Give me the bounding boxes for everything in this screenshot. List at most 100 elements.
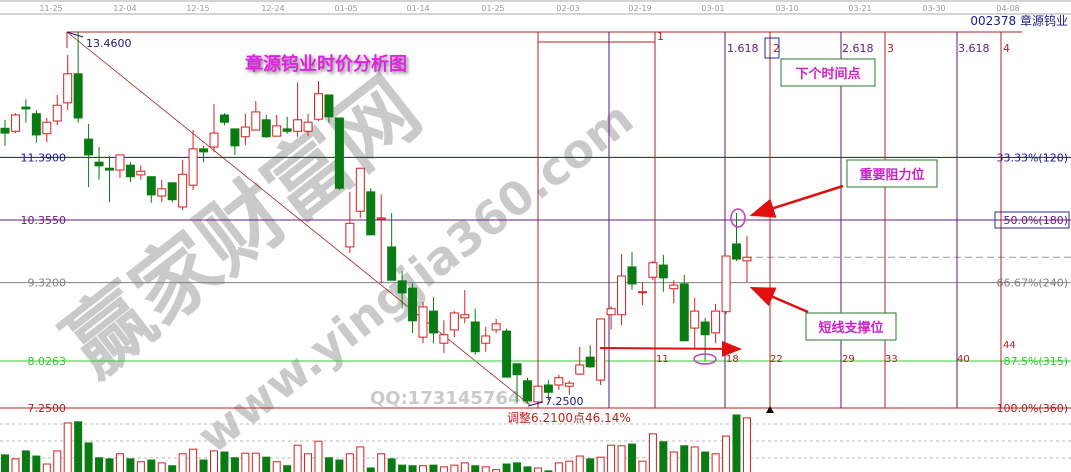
volume-bar xyxy=(450,464,459,472)
volume-bar xyxy=(366,467,375,472)
candle-body xyxy=(21,106,31,110)
fib-2-highlight-box xyxy=(764,37,780,59)
volume-bar xyxy=(314,440,323,472)
volume-bar xyxy=(690,446,699,472)
candle-body xyxy=(314,93,323,120)
percent-level-label: 87.5%(315) xyxy=(1003,355,1068,368)
volume-bar xyxy=(513,462,522,472)
candle-body xyxy=(157,188,167,197)
volume-bar xyxy=(565,460,574,472)
candle-body xyxy=(282,128,292,132)
candle-body xyxy=(742,256,752,262)
x-tick-label: 01-14 xyxy=(406,4,429,13)
volume-bar xyxy=(251,452,260,472)
candle-body xyxy=(0,127,10,134)
volume-bar xyxy=(377,453,386,472)
candle-body xyxy=(345,222,355,248)
candle-body xyxy=(251,111,261,131)
volume-bar xyxy=(533,467,542,472)
candle-body xyxy=(52,104,62,122)
candle-body xyxy=(42,121,52,135)
fib-time-label: 1.618 xyxy=(727,42,759,55)
low-price-label: 7.2500 xyxy=(545,395,584,408)
candle-body xyxy=(261,119,271,138)
volume-bar xyxy=(199,459,208,472)
candle-body xyxy=(146,176,156,196)
percent-level-label: 100.0%(360) xyxy=(996,402,1068,415)
volume-bar xyxy=(1,454,9,472)
volume-bar xyxy=(63,422,72,472)
volume-bar xyxy=(544,470,553,472)
candle-body xyxy=(115,154,125,171)
fib-time-label: 3.618 xyxy=(958,42,990,55)
volume-bar xyxy=(220,451,229,472)
key-resistance-box: 重要阻力位 xyxy=(846,159,938,188)
percent-level-label: 66.67%(240) xyxy=(996,277,1068,290)
volume-bar xyxy=(408,465,417,472)
candle-body xyxy=(376,217,386,220)
candle-body xyxy=(679,283,689,342)
resistance-arrow xyxy=(749,184,844,218)
chart-title: 章源钨业时价分析图 xyxy=(245,53,407,75)
candle-body xyxy=(219,114,229,123)
candle-body xyxy=(303,121,313,132)
bar-count-label: 33 xyxy=(885,354,898,365)
candle-body xyxy=(199,148,209,153)
candle-body xyxy=(491,323,501,331)
volume-bar xyxy=(617,445,626,472)
watermark-qq: QQ:1731457646 xyxy=(370,388,533,409)
candle-body xyxy=(10,114,20,132)
volume-bar xyxy=(659,441,668,472)
volume-bar xyxy=(147,459,156,472)
volume-bar xyxy=(189,448,198,472)
volume-bar xyxy=(345,453,354,472)
volume-bar xyxy=(21,450,30,472)
fib-time-label: 4 xyxy=(1003,42,1010,55)
resistance-circle xyxy=(730,208,746,228)
volume-bar xyxy=(481,466,490,472)
volume-bar xyxy=(262,456,271,472)
volume-bar xyxy=(283,465,292,472)
candle-body xyxy=(230,128,240,147)
volume-bar xyxy=(722,435,731,472)
volume-bar xyxy=(439,466,448,472)
bar-count-label: 29 xyxy=(842,354,855,365)
low-marker xyxy=(527,401,544,407)
bar-count-label: 40 xyxy=(957,354,970,365)
x-tick-label: 11-25 xyxy=(39,4,62,13)
candle-body xyxy=(105,167,114,171)
candle-body xyxy=(460,314,470,319)
candle-body xyxy=(209,132,219,148)
candle-body xyxy=(658,264,668,279)
candle-body xyxy=(481,335,491,344)
next-time-point-box: 下个时间点 xyxy=(780,58,876,87)
candle-body xyxy=(617,275,627,316)
trend-line xyxy=(66,31,531,406)
candle-body xyxy=(94,161,104,167)
percent-level-label: 33.33%(120) xyxy=(996,151,1068,164)
volume-bar xyxy=(471,465,480,472)
candle-body xyxy=(178,173,188,208)
candle-body xyxy=(293,119,303,132)
volume-bar xyxy=(95,457,104,472)
volume-bar xyxy=(126,458,135,472)
level-highlight-box xyxy=(994,211,1070,229)
volume-bar xyxy=(32,455,41,472)
volume-bar xyxy=(648,433,657,472)
candle-body xyxy=(721,255,731,313)
volume-bar xyxy=(324,457,333,472)
volume-bar xyxy=(210,450,218,472)
price-level-label: 7.2500 xyxy=(28,402,67,415)
candle-body xyxy=(73,73,83,119)
x-tick-label: 03-21 xyxy=(848,4,871,13)
price-level-label: 11.3900 xyxy=(21,151,67,164)
candle-body xyxy=(512,363,522,376)
x-tick-label: 12-04 xyxy=(113,4,136,13)
candle-body xyxy=(564,382,574,387)
volume-bar xyxy=(272,461,281,472)
volume-bar xyxy=(732,414,741,472)
candle-body xyxy=(167,182,177,201)
candle-body xyxy=(637,291,647,294)
x-tick-label: 12-24 xyxy=(261,4,284,13)
